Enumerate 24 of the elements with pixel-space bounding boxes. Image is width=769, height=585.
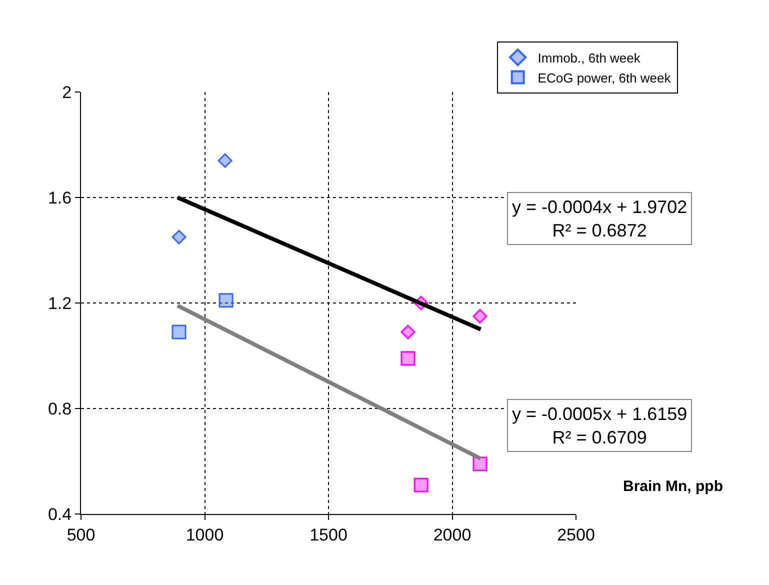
point: [400, 324, 416, 340]
x-tick-label: 2000: [433, 525, 472, 544]
x-tick-label: 1000: [186, 525, 224, 544]
point: [472, 308, 488, 324]
y-tick-label: 2: [62, 82, 72, 102]
legend-label: Immob., 6th week: [538, 50, 641, 66]
legend-label: ECoG power, 6th week: [538, 70, 672, 86]
x-tick-label: 1500: [310, 525, 348, 544]
x-tick-label: 500: [66, 525, 96, 544]
point: [472, 456, 488, 472]
x-tick-label: 2500: [557, 525, 595, 544]
point: [218, 293, 234, 308]
point: [172, 324, 186, 340]
annotation: y = -0.0004x + 1.9702 R² = 0.6872: [512, 197, 688, 240]
annotation: y = -0.0005x + 1.6159 R² = 0.6709: [512, 404, 688, 448]
point: [172, 230, 186, 244]
point: [400, 351, 416, 366]
x-axis-title: Brain Mn, ppb: [623, 478, 723, 495]
y-tick-label: 0.8: [48, 399, 72, 418]
point: [218, 153, 232, 168]
point: [414, 478, 428, 492]
y-tick-label: 0.4: [48, 504, 72, 524]
y-tick-label: 1.2: [48, 294, 72, 313]
y-tick-label: 1.6: [48, 188, 72, 208]
